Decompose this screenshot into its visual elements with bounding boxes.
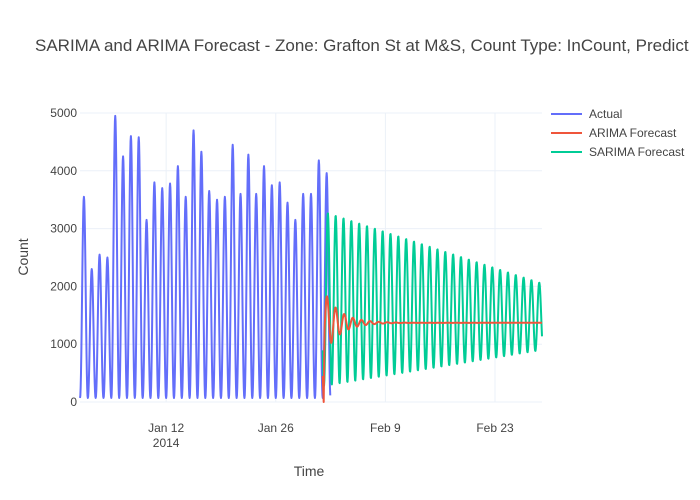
x-tick-label: Jan 12 <box>148 421 184 435</box>
legend-item-sarima-forecast[interactable]: SARIMA Forecast <box>551 145 685 159</box>
y-tick-label: 5000 <box>50 106 77 120</box>
legend[interactable]: Actual ARIMA Forecast SARIMA Forecast <box>551 107 685 159</box>
y-tick-label: 2000 <box>50 279 77 293</box>
y-tick-label: 1000 <box>50 337 77 351</box>
series-layer <box>79 114 543 403</box>
legend-item-arima-forecast[interactable]: ARIMA Forecast <box>551 126 677 140</box>
legend-label: ARIMA Forecast <box>589 126 677 140</box>
chart-title: SARIMA and ARIMA Forecast - Zone: Grafto… <box>35 36 689 55</box>
sarima-forecast-line <box>321 212 543 387</box>
legend-label: SARIMA Forecast <box>589 145 685 159</box>
y-tick-label: 3000 <box>50 222 77 236</box>
x-tick-label: Jan 26 <box>258 421 294 435</box>
y-tick-label: 0 <box>70 395 77 409</box>
arima-forecast-line <box>321 295 543 403</box>
x-tick-sublabel: 2014 <box>153 436 180 450</box>
actual-series-line <box>79 114 332 399</box>
legend-label: Actual <box>589 107 622 121</box>
x-tick-label: Feb 9 <box>370 421 401 435</box>
y-tick-label: 4000 <box>50 164 77 178</box>
x-tick-label: Feb 23 <box>476 421 514 435</box>
legend-item-actual[interactable]: Actual <box>551 107 622 121</box>
x-axis-title: Time <box>294 463 325 479</box>
y-axis-title: Count <box>15 238 31 275</box>
